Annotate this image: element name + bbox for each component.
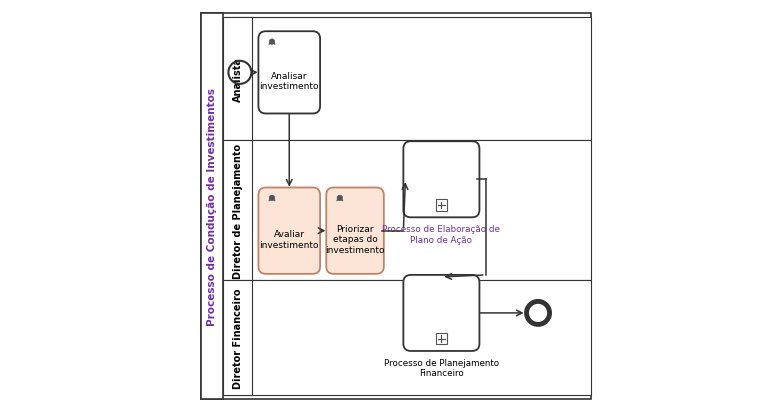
- FancyBboxPatch shape: [403, 142, 480, 218]
- FancyBboxPatch shape: [258, 188, 320, 274]
- FancyBboxPatch shape: [326, 188, 384, 274]
- Text: Priorizar
etapas do
investimento: Priorizar etapas do investimento: [325, 224, 385, 254]
- Text: Processo de Condução de Investimentos: Processo de Condução de Investimentos: [207, 88, 217, 325]
- Text: Processo de Elaboração de
Plano de Ação: Processo de Elaboração de Plano de Ação: [382, 225, 500, 244]
- FancyBboxPatch shape: [403, 275, 480, 351]
- Text: Analisar
investimento: Analisar investimento: [260, 72, 319, 91]
- Circle shape: [269, 196, 275, 201]
- Circle shape: [337, 196, 342, 201]
- Circle shape: [269, 40, 275, 45]
- Bar: [223, 18, 591, 141]
- Text: Analista: Analista: [233, 57, 243, 102]
- Text: Avaliar
investimento: Avaliar investimento: [260, 230, 319, 249]
- Bar: [223, 280, 252, 395]
- Bar: [223, 280, 591, 395]
- Bar: [223, 141, 591, 280]
- Text: Diretor Financeiro: Diretor Financeiro: [233, 287, 243, 388]
- FancyBboxPatch shape: [258, 32, 320, 114]
- Bar: [200, 14, 223, 399]
- Text: Diretor de Planejamento: Diretor de Planejamento: [233, 143, 243, 278]
- Text: Processo de Planejamento
Financeiro: Processo de Planejamento Financeiro: [384, 358, 499, 377]
- Bar: [436, 333, 447, 344]
- Bar: [223, 141, 252, 280]
- Bar: [436, 200, 447, 211]
- Bar: [223, 18, 252, 141]
